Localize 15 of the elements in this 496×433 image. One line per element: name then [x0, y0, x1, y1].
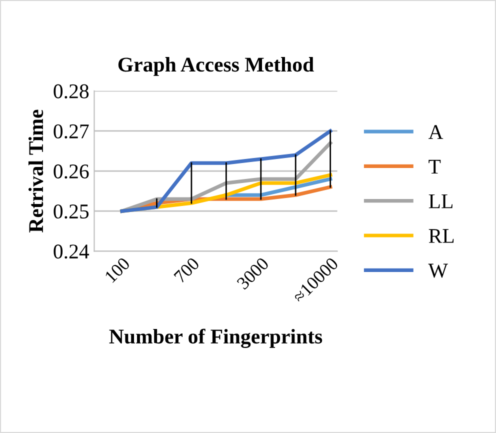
chart-title: Graph Access Method — [118, 57, 314, 76]
legend-label: A — [428, 125, 444, 139]
x-tick-label: 100 — [104, 256, 131, 284]
y-tick-label: 0.27 — [54, 124, 89, 139]
legend-label: T — [428, 160, 441, 174]
y-tick-label: 0.24 — [54, 244, 90, 259]
y-tick-label: 0.26 — [54, 164, 89, 179]
legend-label: RL — [428, 229, 454, 243]
y-tick-label: 0.28 — [54, 84, 89, 98]
legend-label: LL — [428, 194, 452, 208]
x-axis-title: Number of Fingerprints — [109, 328, 322, 348]
y-axis-title: Retrival Time — [28, 110, 44, 233]
y-tick-label: 0.25 — [54, 204, 89, 219]
legend-label: W — [428, 264, 448, 278]
x-tick-label: 700 — [174, 256, 200, 284]
